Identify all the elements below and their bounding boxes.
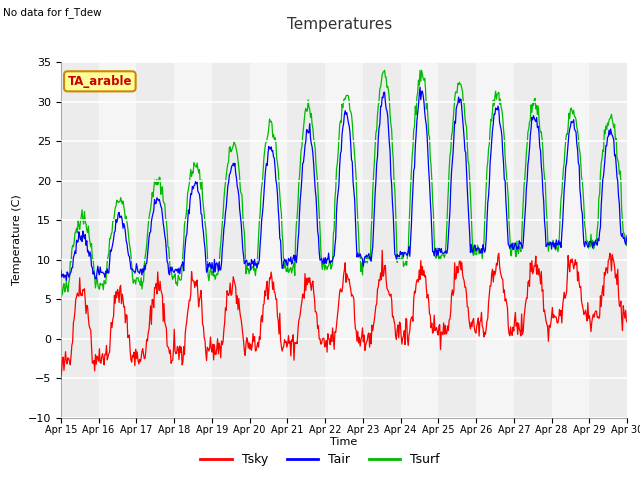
Bar <box>589 62 627 418</box>
Bar <box>401 62 438 418</box>
Bar <box>99 62 136 418</box>
Legend: Tsky, Tair, Tsurf: Tsky, Tair, Tsurf <box>195 448 445 471</box>
Bar <box>514 62 552 418</box>
Bar <box>212 62 250 418</box>
Bar <box>174 62 212 418</box>
Bar <box>325 62 363 418</box>
Bar <box>627 62 640 418</box>
Bar <box>552 62 589 418</box>
Bar <box>61 62 99 418</box>
Y-axis label: Temperature (C): Temperature (C) <box>12 194 22 286</box>
Bar <box>476 62 514 418</box>
Bar <box>287 62 325 418</box>
Bar <box>136 62 174 418</box>
Text: Temperatures: Temperatures <box>287 17 392 32</box>
Text: No data for f_Tdew: No data for f_Tdew <box>3 7 102 18</box>
Bar <box>250 62 287 418</box>
Text: TA_arable: TA_arable <box>68 75 132 88</box>
Bar <box>438 62 476 418</box>
X-axis label: Time: Time <box>330 437 358 446</box>
Bar <box>363 62 401 418</box>
